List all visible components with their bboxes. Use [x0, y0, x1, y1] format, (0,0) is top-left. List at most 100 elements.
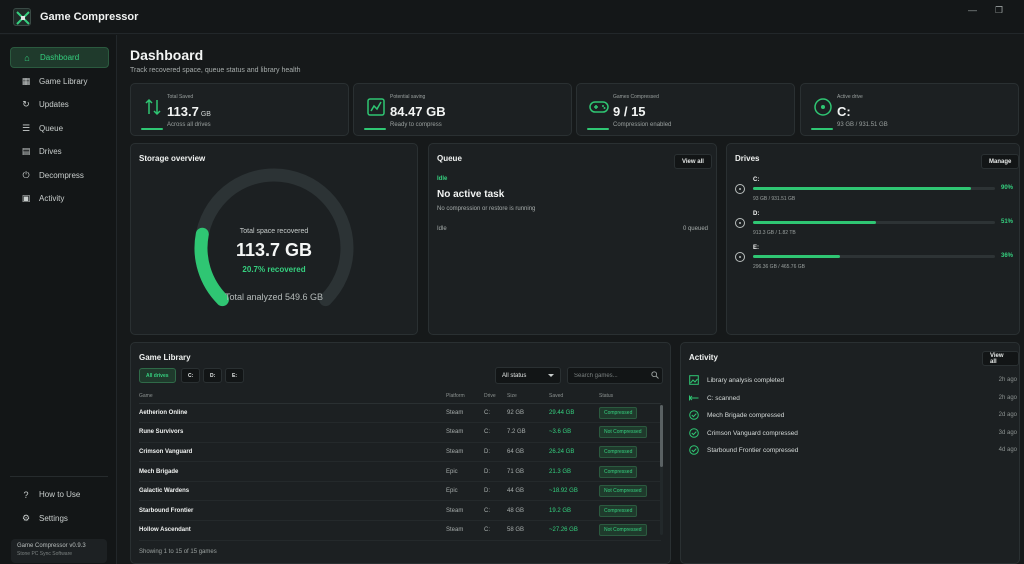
sidebar-item-decompress[interactable]: ⏻ Decompress	[10, 165, 109, 186]
sidebar-item-label: Dashboard	[40, 53, 80, 62]
game-drive: D:	[484, 481, 507, 502]
activity-time: 4d ago	[998, 447, 1017, 453]
app-logo-icon	[13, 7, 31, 26]
stat-card-total-saved: Total Saved 113.7 GB Across all drives	[130, 83, 349, 136]
column-header[interactable]: Saved	[549, 390, 599, 404]
column-header[interactable]: Size	[507, 390, 549, 404]
app-title: Game Compressor	[40, 10, 139, 23]
sidebar-item-drives[interactable]: ▤ Drives	[10, 141, 109, 162]
scrollbar-thumb[interactable]	[660, 405, 663, 467]
sidebar-item-label: How to Use	[39, 490, 81, 499]
gauge-footer: Total analyzed 549.6 GB	[224, 292, 324, 302]
stat-card-potential-saving: Potential saving 84.47 GB Ready to compr…	[353, 83, 572, 136]
game-platform: Steam	[446, 500, 484, 522]
power-icon: ⏻	[22, 170, 30, 180]
sidebar-item-dashboard[interactable]: ⌂ Dashboard	[10, 47, 109, 68]
table-row[interactable]: Starbound Frontier Steam C: 48 GB 19.2 GB Com…	[139, 500, 661, 522]
filter-drive-c[interactable]: C:	[181, 368, 201, 383]
sidebar-item-label: Settings	[39, 514, 68, 523]
sidebar-item-label: Queue	[39, 124, 64, 133]
table-row[interactable]: Hollow Ascendant Steam C: 58 GB ~27.26 GB Not…	[139, 520, 661, 541]
game-name: Aetherion Online	[139, 403, 446, 424]
drive-row-e[interactable]: E: 36% 296.36 GB / 465.76 GB	[735, 245, 1013, 275]
drive-row-d[interactable]: D: 51% 913.3 GB / 1.82 TB	[735, 211, 1013, 241]
game-size: 58 GB	[507, 520, 549, 541]
vendor-text: Stone PC Sync Software	[17, 551, 73, 557]
card-title: Queue	[437, 154, 462, 163]
activity-icon: ▣	[21, 193, 31, 203]
search-input[interactable]	[567, 367, 663, 384]
stat-accent-bar	[811, 128, 833, 130]
activity-time: 2h ago	[998, 395, 1017, 401]
table-row[interactable]: Crimson Vanguard Steam D: 64 GB 26.24 GB Comp…	[139, 442, 661, 463]
scrollbar[interactable]	[660, 405, 663, 535]
main-content: Dashboard Track recovered space, queue s…	[118, 35, 1024, 564]
game-library-card: Game Library All drives C: D: E: All sta…	[130, 342, 671, 564]
queue-count: 0 queued	[682, 226, 708, 232]
drive-percent: 51%	[1000, 219, 1013, 225]
table-row[interactable]: Rune Survivors Steam C: 7.2 GB ~3.6 GB Not Co…	[139, 422, 661, 443]
status-badge: Compressed	[599, 465, 638, 478]
gauge-percent: 20.7% recovered	[242, 265, 306, 274]
game-name: Mech Brigade	[139, 461, 446, 482]
gamepad-icon	[589, 101, 609, 113]
gauge-value: 113.7 GB	[235, 240, 313, 260]
stat-card-games-compressed: Games Compressed 9 / 15 Compression enab…	[576, 83, 795, 136]
stat-label: Active drive	[837, 94, 863, 100]
drive-name: D:	[753, 211, 760, 217]
table-row[interactable]: Aetherion Online Steam C: 92 GB 29.44 GB Comp…	[139, 403, 661, 424]
sidebar-item-activity[interactable]: ▣ Activity	[10, 188, 109, 209]
table-row[interactable]: Mech Brigade Epic D: 71 GB 21.3 GB Compressed	[139, 461, 661, 482]
activity-time: 2h ago	[998, 377, 1017, 383]
game-saved: 21.3 GB	[549, 461, 599, 482]
filter-drive-e[interactable]: E:	[225, 368, 244, 383]
game-saved: 26.24 GB	[549, 442, 599, 463]
column-header[interactable]: Drive	[484, 390, 507, 404]
gear-icon: ⚙	[21, 513, 31, 523]
drive-name: E:	[753, 245, 759, 251]
minimize-icon[interactable]: —	[968, 5, 977, 15]
drives-manage-button[interactable]: Manage	[981, 154, 1020, 169]
sidebar-item-how-to-use[interactable]: ? How to Use	[10, 484, 109, 505]
arrows-icon	[145, 98, 161, 116]
stat-value: 84.47 GB	[390, 104, 446, 119]
disk-icon	[814, 98, 832, 116]
sidebar-item-settings[interactable]: ⚙ Settings	[10, 508, 109, 529]
queue-card: Queue View all Idle No active task No co…	[428, 143, 717, 335]
storage-overview-card: Storage overview Total space recovered 1…	[130, 143, 418, 335]
drive-row-c[interactable]: C: 90% 93 GB / 931.51 GB	[735, 177, 1013, 207]
stat-card-active-drive: Active drive C: 93 GB / 931.51 GB	[800, 83, 1019, 136]
sidebar-item-updates[interactable]: ↻ Updates	[10, 94, 109, 115]
game-drive: D:	[484, 442, 507, 463]
chevron-down-icon	[548, 374, 554, 377]
sidebar-item-game-library[interactable]: ▦ Game Library	[10, 71, 109, 92]
filter-all-drives[interactable]: All drives	[139, 368, 176, 383]
table-row[interactable]: Galactic Wardens Epic D: 44 GB ~18.92 GB Not …	[139, 481, 661, 502]
check-circle-icon	[689, 445, 699, 455]
queue-view-all-button[interactable]: View all	[674, 154, 712, 169]
stat-accent-bar	[587, 128, 609, 130]
queue-status: Idle	[437, 226, 447, 232]
drives-card: Drives Manage C: 90% 93 GB / 931.51 GB D…	[726, 143, 1020, 335]
column-header[interactable]: Platform	[446, 390, 484, 404]
game-name: Starbound Frontier	[139, 500, 446, 522]
sidebar-item-label: Updates	[39, 100, 69, 109]
column-header[interactable]: Status	[599, 390, 661, 404]
sidebar-item-label: Activity	[39, 194, 65, 203]
activity-view-all-button[interactable]: View all	[982, 351, 1019, 366]
queue-state: Idle	[437, 176, 448, 182]
activity-text: Mech Brigade compressed	[707, 412, 785, 419]
status-select[interactable]: All status	[495, 367, 561, 384]
game-platform: Steam	[446, 442, 484, 463]
stat-value: C:	[837, 104, 851, 119]
sidebar-item-queue[interactable]: ☰ Queue	[10, 118, 109, 139]
version-text: Game Compressor v0.9.3	[17, 543, 86, 549]
filter-drive-d[interactable]: D:	[203, 368, 223, 383]
game-platform: Epic	[446, 461, 484, 482]
search-icon	[651, 371, 659, 379]
column-header[interactable]: Game	[139, 390, 446, 404]
game-saved: 19.2 GB	[549, 500, 599, 522]
library-icon: ▦	[21, 76, 31, 86]
drive-size: 296.36 GB / 465.76 GB	[753, 264, 805, 270]
maximize-icon[interactable]: ❐	[995, 5, 1004, 15]
